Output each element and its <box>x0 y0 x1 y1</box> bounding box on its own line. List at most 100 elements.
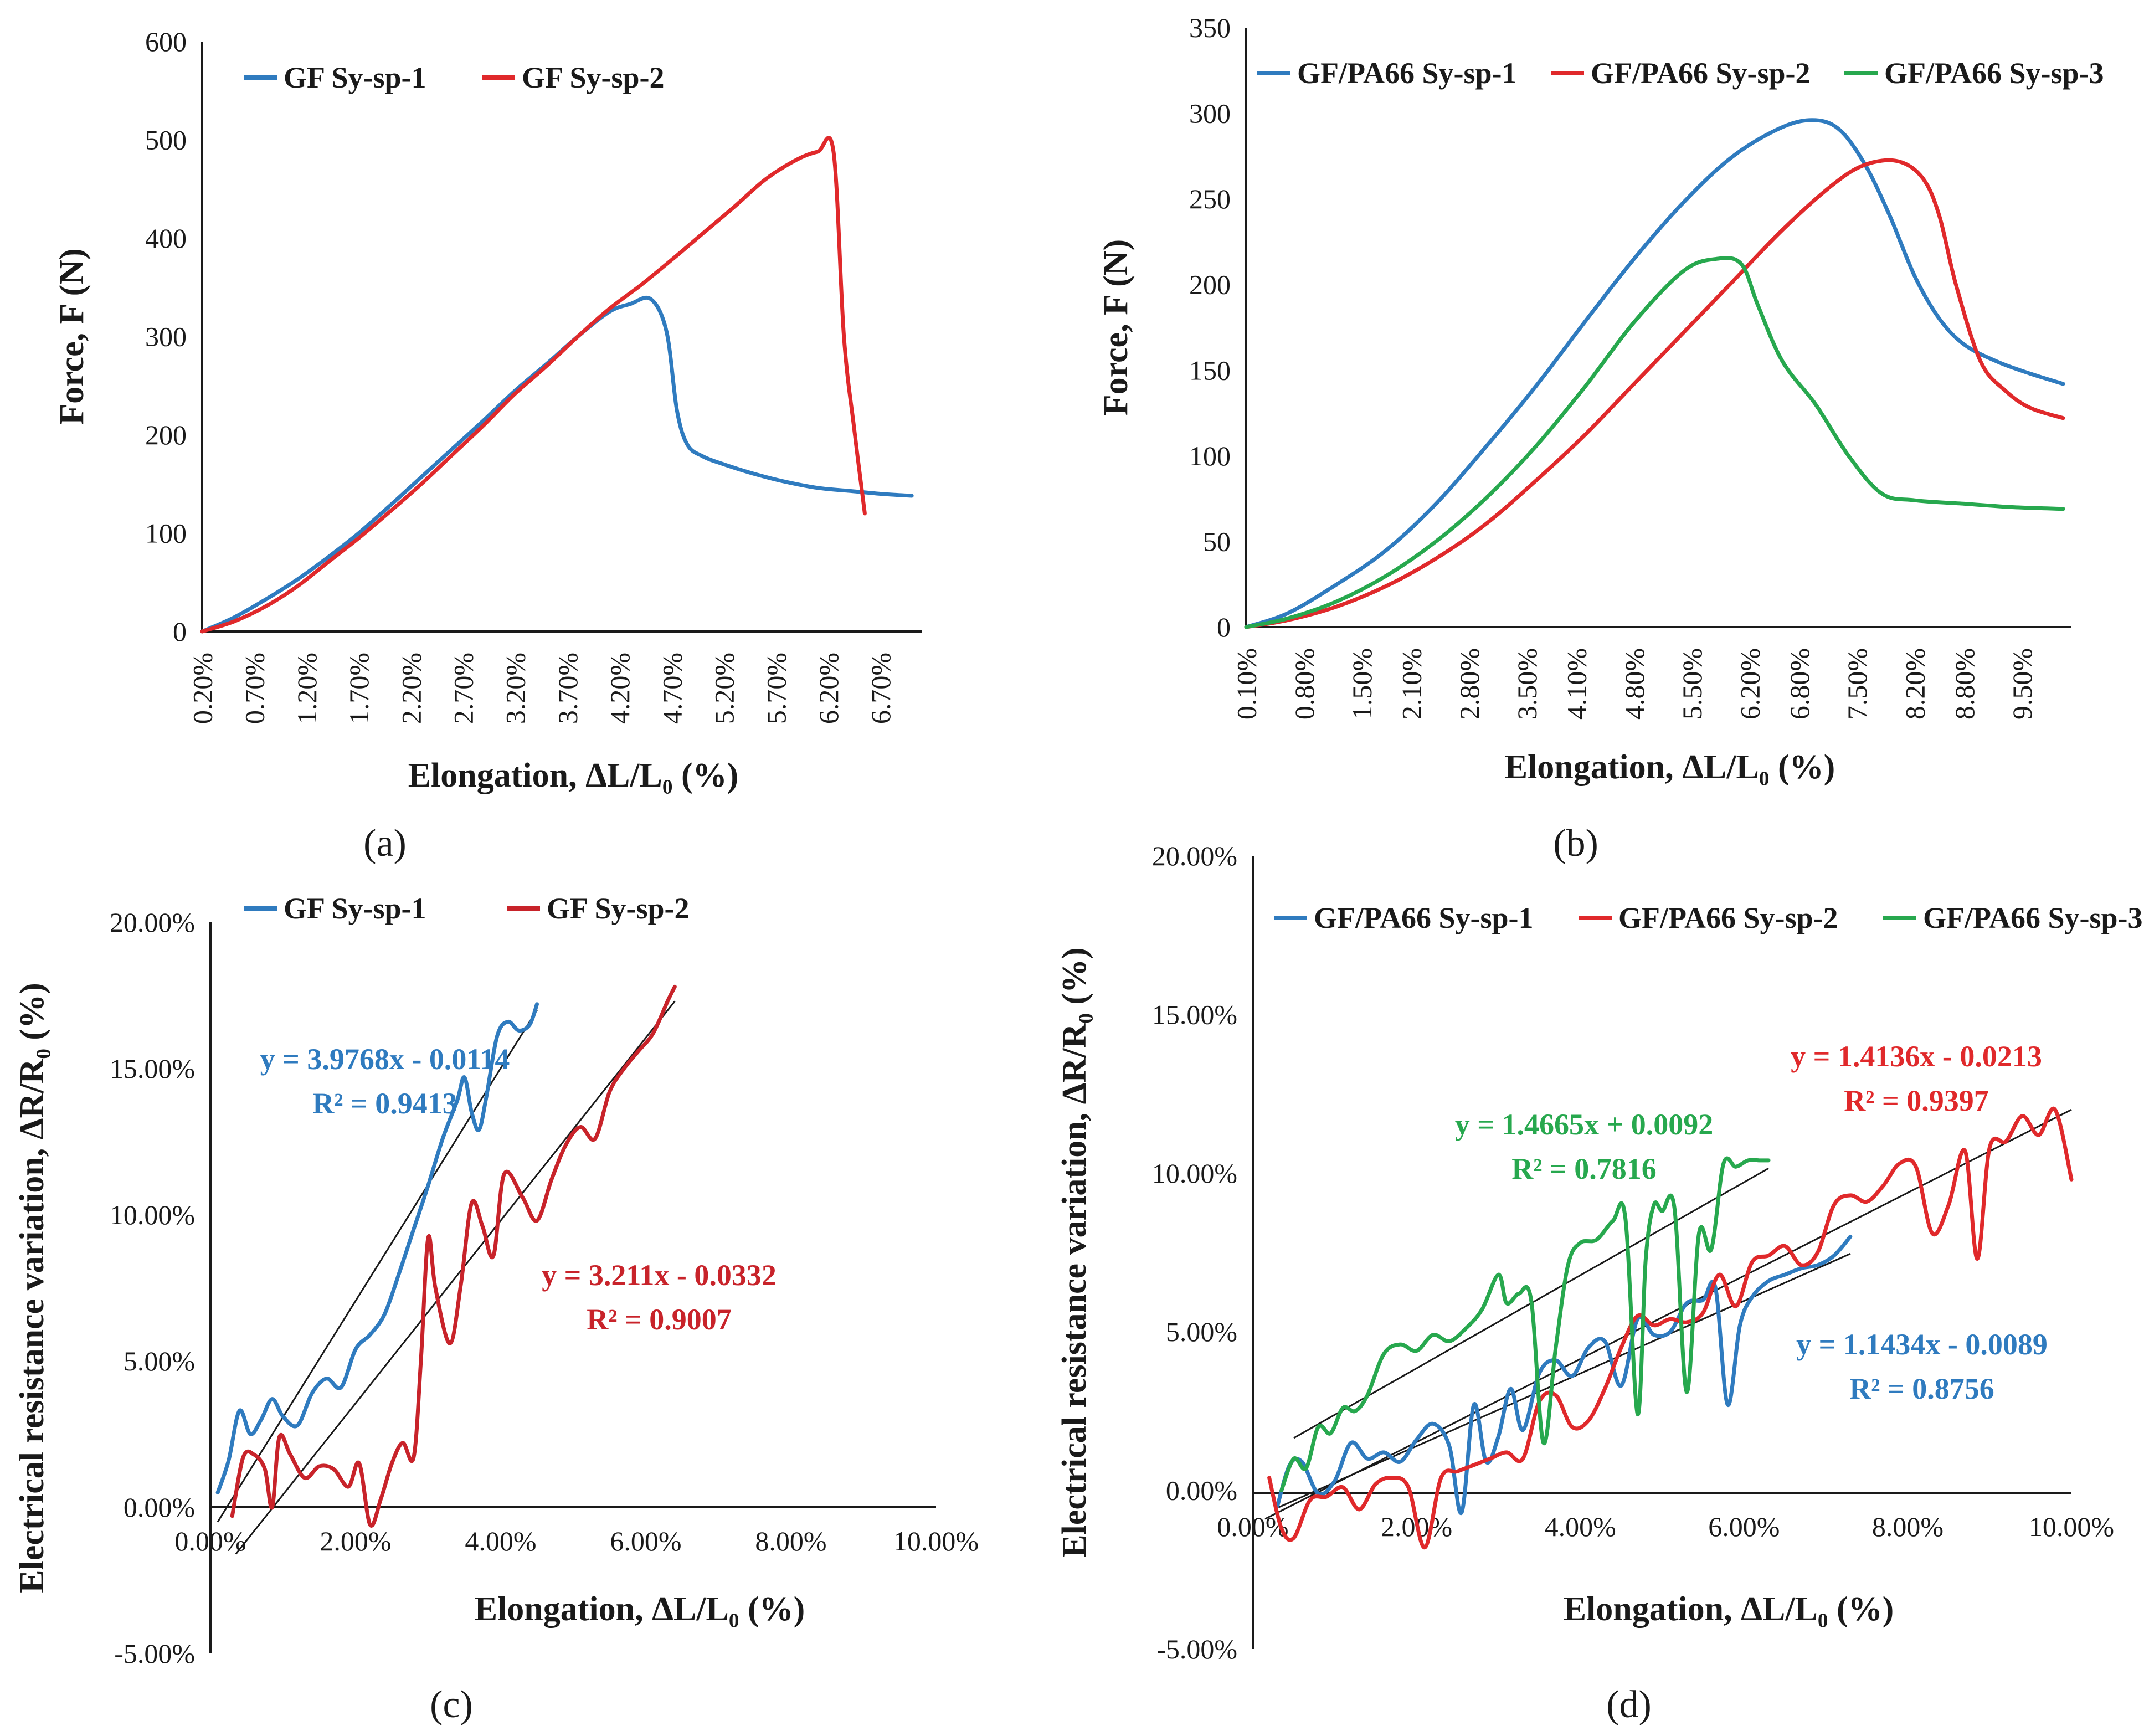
y-tick-label: 400 <box>145 223 187 254</box>
x-tick-label: 3.20% <box>500 653 531 724</box>
y-tick-label: 600 <box>145 26 187 57</box>
y-tick-label: 0.00% <box>124 1492 195 1523</box>
x-tick-label: 4.10% <box>1561 648 1592 720</box>
legend-label: GF/PA66 Sy-sp-3 <box>1923 901 2143 934</box>
legend-label: GF/PA66 Sy-sp-3 <box>1884 57 2104 90</box>
y-tick-label: 20.00% <box>110 907 195 938</box>
y-tick-label: 0.00% <box>1166 1475 1237 1506</box>
x-tick-label: 9.50% <box>2007 648 2038 720</box>
x-tick-label: 6.20% <box>813 653 844 724</box>
x-tick-label: 10.00% <box>893 1526 979 1557</box>
x-tick-label: 7.50% <box>1842 648 1873 720</box>
y-tick-label: 20.00% <box>1152 840 1237 871</box>
y-tick-label: 250 <box>1189 183 1231 214</box>
chart-c: -5.00% 0.00% 5.00% 10.00% 15.00% 20.00% 0.00% 2… <box>13 892 979 1726</box>
x-tick-label: 6.80% <box>1784 648 1815 720</box>
y-tick-label: 500 <box>145 125 187 156</box>
panel-label: (c) <box>430 1683 473 1726</box>
x-tick-label: 6.20% <box>1734 648 1765 720</box>
y-tick-label: 10.00% <box>110 1199 195 1230</box>
legend-label: GF Sy-sp-1 <box>284 61 426 94</box>
x-tick-label: 2.70% <box>448 653 479 724</box>
x-tick-label: 4.00% <box>1545 1511 1616 1542</box>
x-tick-label: 5.70% <box>761 653 792 724</box>
y-tick-label: 15.00% <box>110 1053 195 1084</box>
x-tick-label: 0.00% <box>174 1526 246 1557</box>
regression-equation: y = 1.1434x - 0.0089 <box>1796 1328 2048 1361</box>
y-tick-label: 200 <box>145 419 187 450</box>
series-line <box>215 1002 539 1495</box>
regression-equation: y = 3.9768x - 0.0114 <box>260 1042 510 1076</box>
y-tick-label: 0 <box>173 616 187 647</box>
x-tick-label: 2.80% <box>1454 648 1485 720</box>
x-tick-label: 1.20% <box>291 653 322 724</box>
x-tick-label: 8.80% <box>1949 648 1980 720</box>
panel-label: (d) <box>1606 1683 1652 1726</box>
y-tick-label: 300 <box>145 321 187 352</box>
x-tick-label: 2.10% <box>1396 648 1427 720</box>
y-tick-label: 5.00% <box>1166 1316 1237 1347</box>
y-axis-title: Force, F (N) <box>1097 239 1135 415</box>
series-line <box>230 984 677 1528</box>
panel-label: (a) <box>363 822 407 865</box>
x-tick-label: 0.10% <box>1231 648 1262 720</box>
y-tick-label: 100 <box>1189 440 1231 471</box>
y-tick-label: 300 <box>1189 98 1231 129</box>
series-line <box>1244 158 2065 629</box>
y-tick-label: -5.00% <box>1156 1634 1237 1665</box>
x-axis-title: Elongation, ΔL/L₀ (%) <box>475 1590 805 1628</box>
x-tick-label: 10.00% <box>2029 1511 2114 1542</box>
chart-a: 0 100 200 300 400 500 600 0.20% 0.70% 1.20% 1.70% 2… <box>53 26 922 865</box>
x-tick-label: 2.20% <box>395 653 426 724</box>
x-tick-label: 3.70% <box>552 653 583 724</box>
x-tick-label: 2.00% <box>320 1526 391 1557</box>
y-tick-label: 10.00% <box>1152 1158 1237 1189</box>
regression-equation: y = 1.4665x + 0.0092 <box>1455 1108 1714 1141</box>
x-tick-label: 4.20% <box>604 653 635 724</box>
x-tick-label: 4.70% <box>656 653 687 724</box>
chart-d: -5.00%0.00%5.00%10.00%15.00%20.00%0.00% 2… <box>1056 840 2143 1726</box>
legend-label: GF Sy-sp-2 <box>522 61 665 94</box>
y-axis-title: Force, F (N) <box>53 248 91 424</box>
x-tick-label: 3.50% <box>1511 648 1543 720</box>
x-tick-label: 5.50% <box>1677 648 1708 720</box>
x-tick-label: 1.50% <box>1346 648 1377 720</box>
y-tick-label: 100 <box>145 518 187 549</box>
x-tick-label: 6.00% <box>1708 1511 1780 1542</box>
regression-equation: y = 1.4136x - 0.0213 <box>1791 1040 2042 1073</box>
y-tick-label: 15.00% <box>1152 999 1237 1030</box>
y-tick-label: 0 <box>1217 612 1231 643</box>
series-line <box>200 295 914 634</box>
y-tick-label: -5.00% <box>114 1638 195 1669</box>
r-squared-label: R² = 0.9007 <box>587 1303 731 1336</box>
y-tick-label: 350 <box>1189 12 1231 43</box>
x-tick-label: 1.70% <box>343 653 374 724</box>
x-tick-label: 6.70% <box>865 653 896 724</box>
y-tick-label: 150 <box>1189 355 1231 386</box>
regression-equation: y = 3.211x - 0.0332 <box>542 1259 777 1292</box>
series-line <box>1244 118 2065 629</box>
x-tick-label: 4.80% <box>1619 648 1650 720</box>
series-line <box>1244 256 2065 629</box>
r-squared-label: R² = 0.9397 <box>1844 1084 1988 1117</box>
x-tick-label: 6.00% <box>610 1526 681 1557</box>
x-tick-label: 0.20% <box>187 653 218 724</box>
legend-label: GF Sy-sp-1 <box>284 892 426 925</box>
trendline <box>217 1009 538 1523</box>
y-axis-title: Electrical resistance variation, ΔR/R₀ (… <box>1056 947 1093 1557</box>
y-tick-label: 50 <box>1203 526 1231 557</box>
series-line <box>200 136 867 634</box>
x-tick-label: 8.20% <box>1899 648 1930 720</box>
x-axis-title: Elongation, ΔL/L₀ (%) <box>1505 748 1835 786</box>
legend-label: GF/PA66 Sy-sp-1 <box>1314 901 1534 934</box>
series-line <box>1279 1156 1771 1493</box>
x-tick-label: 8.00% <box>755 1526 826 1557</box>
x-axis-title: Elongation, ΔL/L₀ (%) <box>1564 1590 1894 1628</box>
panel-label: (b) <box>1553 822 1598 865</box>
x-tick-label: 0.70% <box>239 653 270 724</box>
legend-label: GF Sy-sp-2 <box>547 892 690 925</box>
chart-b: 0 50 100 150 200 250 300 350 0.10% 0.80% 1.50% 2.10… <box>1097 12 2104 865</box>
r-squared-label: R² = 0.7816 <box>1511 1152 1656 1185</box>
x-tick-label: 0.80% <box>1289 648 1320 720</box>
